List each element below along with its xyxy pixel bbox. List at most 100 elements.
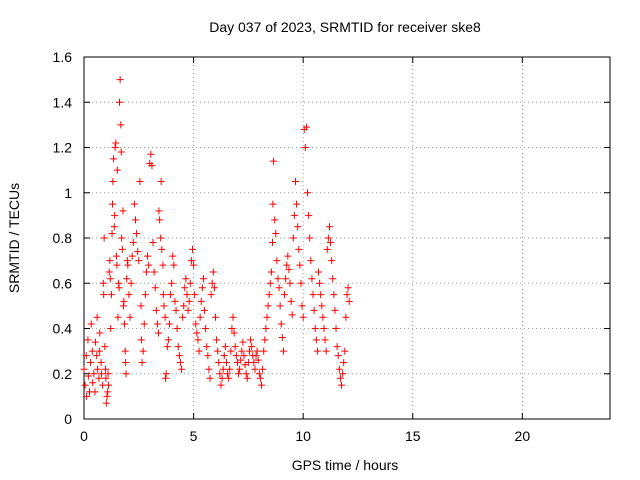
data-point: [89, 379, 97, 387]
data-point: [231, 343, 239, 351]
data-point: [135, 257, 143, 265]
data-point: [281, 291, 289, 299]
data-point: [243, 374, 251, 382]
data-point: [128, 252, 136, 260]
data-point: [297, 279, 305, 287]
data-point: [305, 211, 313, 219]
data-point: [265, 291, 273, 299]
data-point: [259, 365, 267, 373]
data-point: [155, 329, 163, 337]
data-point: [235, 370, 243, 378]
data-point: [310, 306, 318, 314]
data-point: [159, 291, 167, 299]
data-point: [316, 279, 324, 287]
data-point: [175, 352, 183, 360]
data-point: [129, 239, 137, 247]
data-point: [123, 275, 131, 283]
data-point: [137, 302, 145, 310]
data-point: [163, 343, 171, 351]
data-point: [336, 374, 344, 382]
data-point: [286, 279, 294, 287]
data-point: [205, 365, 213, 373]
data-point: [212, 313, 219, 321]
data-point: [275, 284, 283, 292]
data-point: [245, 347, 253, 355]
y-axis-title: SRMTID / TECUs: [6, 183, 22, 293]
data-point: [196, 313, 204, 321]
grid-lines: [84, 57, 610, 419]
data-point: [84, 372, 92, 380]
x-tick-label: 10: [295, 428, 311, 444]
data-point: [253, 347, 261, 355]
data-point: [106, 275, 114, 283]
data-point: [97, 358, 105, 366]
data-point: [256, 374, 264, 382]
data-point: [320, 325, 328, 332]
data-point: [306, 234, 314, 242]
data-point: [232, 352, 240, 360]
data-point: [309, 291, 317, 299]
data-point: [108, 200, 116, 208]
data-point: [283, 261, 291, 269]
data-point: [341, 347, 349, 355]
data-point: [267, 268, 275, 276]
data-point: [176, 358, 184, 366]
data-point: [225, 374, 233, 382]
y-tick-label: 1.6: [53, 49, 73, 65]
data-point: [213, 336, 221, 344]
x-tick-label: 20: [515, 428, 531, 444]
data-point: [118, 245, 126, 253]
data-point: [120, 297, 128, 305]
data-point: [236, 365, 244, 373]
data-point: [242, 370, 250, 378]
data-point: [331, 306, 339, 314]
data-point: [107, 325, 115, 332]
data-point: [165, 320, 173, 328]
data-point: [327, 239, 335, 247]
data-point: [323, 245, 331, 253]
data-point: [141, 291, 149, 299]
data-point: [149, 239, 157, 247]
data-point: [272, 229, 280, 237]
data-point: [252, 352, 260, 360]
data-point: [122, 370, 130, 378]
data-point: [273, 257, 281, 265]
data-point: [332, 325, 340, 332]
data-point: [155, 207, 163, 215]
data-point: [87, 320, 95, 328]
data-point: [190, 261, 198, 269]
x-tick-label: 0: [80, 428, 88, 444]
data-point: [162, 374, 170, 382]
data-point: [318, 302, 326, 310]
data-point: [117, 121, 125, 129]
data-point: [268, 239, 276, 247]
data-point: [105, 381, 113, 389]
data-point: [330, 291, 338, 299]
data-point: [224, 370, 232, 378]
data-point: [277, 320, 285, 328]
data-point: [80, 365, 88, 373]
data-point: [307, 257, 315, 265]
data-point: [293, 200, 301, 208]
data-point: [255, 370, 263, 378]
x-tick-label: 5: [190, 428, 198, 444]
data-point: [161, 313, 169, 321]
data-point: [83, 392, 91, 400]
data-point: [115, 284, 123, 292]
data-point: [266, 279, 274, 287]
data-point: [302, 123, 310, 131]
data-point: [139, 347, 147, 355]
data-point: [91, 388, 99, 396]
data-point: [198, 284, 206, 292]
data-point: [291, 177, 299, 185]
data-point: [247, 336, 255, 344]
data-point: [250, 358, 258, 366]
axis-ticks: 0 5 10 15 20 0 0.2 0.4 0.6 0.8 1 1.2 1.4 1.6: [53, 49, 610, 444]
data-point: [298, 302, 306, 310]
data-point: [134, 248, 142, 256]
data-point: [109, 177, 117, 185]
data-point: [152, 306, 160, 314]
data-point: [290, 211, 298, 219]
data-point: [220, 352, 228, 360]
data-point: [108, 229, 116, 237]
